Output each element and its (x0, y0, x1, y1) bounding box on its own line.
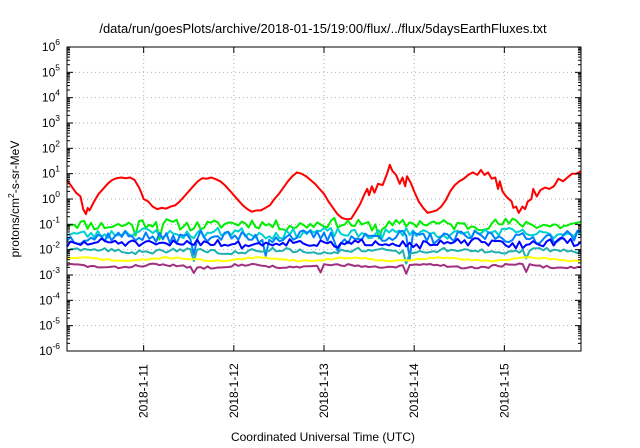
y-tick-label: 10-2 (39, 240, 60, 257)
y-tick-label: 10-5 (39, 316, 60, 333)
series-line (66, 229, 582, 260)
series-line (66, 246, 582, 265)
x-tick-label: 2018-1-11 (137, 364, 151, 418)
y-tick-label: 100 (42, 189, 60, 206)
series-line (66, 216, 582, 241)
x-tick-label: 2018-1-14 (407, 363, 421, 418)
series-line (66, 226, 582, 240)
series-lines (66, 163, 582, 275)
y-tick-label: 102 (42, 138, 60, 155)
y-tick-label: 10-1 (39, 214, 60, 231)
x-axis-label: Coordinated Universal Time (UTC) (231, 430, 415, 444)
y-tick-label: 10-3 (39, 265, 60, 282)
x-tick-label: 2018-1-12 (227, 363, 241, 418)
series-line (66, 256, 582, 263)
y-axis-ticks: 10-6 10-5 10-4 10-3 10-2 10-1 100 101 102 103 104 1… (39, 37, 581, 358)
y-tick-label: 10-6 (39, 341, 60, 358)
x-tick-label: 2018-1-13 (317, 363, 331, 418)
y-tick-label: 103 (42, 113, 60, 130)
y-axis-label: protons/cm2-s-sr-MeV (6, 141, 22, 258)
y-tick-label: 106 (42, 37, 60, 54)
series-line (66, 237, 582, 250)
y-tick-label: 101 (42, 164, 60, 181)
series-line (66, 262, 582, 275)
y-tick-label: 104 (42, 88, 60, 105)
y-tick-label: 105 (42, 62, 60, 79)
y-tick-label: 10-4 (39, 290, 60, 307)
x-axis-ticks: 2018-1-11 2018-1-12 2018-1-13 2018-1-14 2018… (137, 47, 511, 418)
chart-title: /data/run/goesPlots/archive/2018-01-15/1… (99, 21, 547, 36)
x-tick-label: 2018-1-15 (497, 363, 511, 418)
grid-lines (67, 47, 581, 351)
series-line (66, 163, 582, 221)
